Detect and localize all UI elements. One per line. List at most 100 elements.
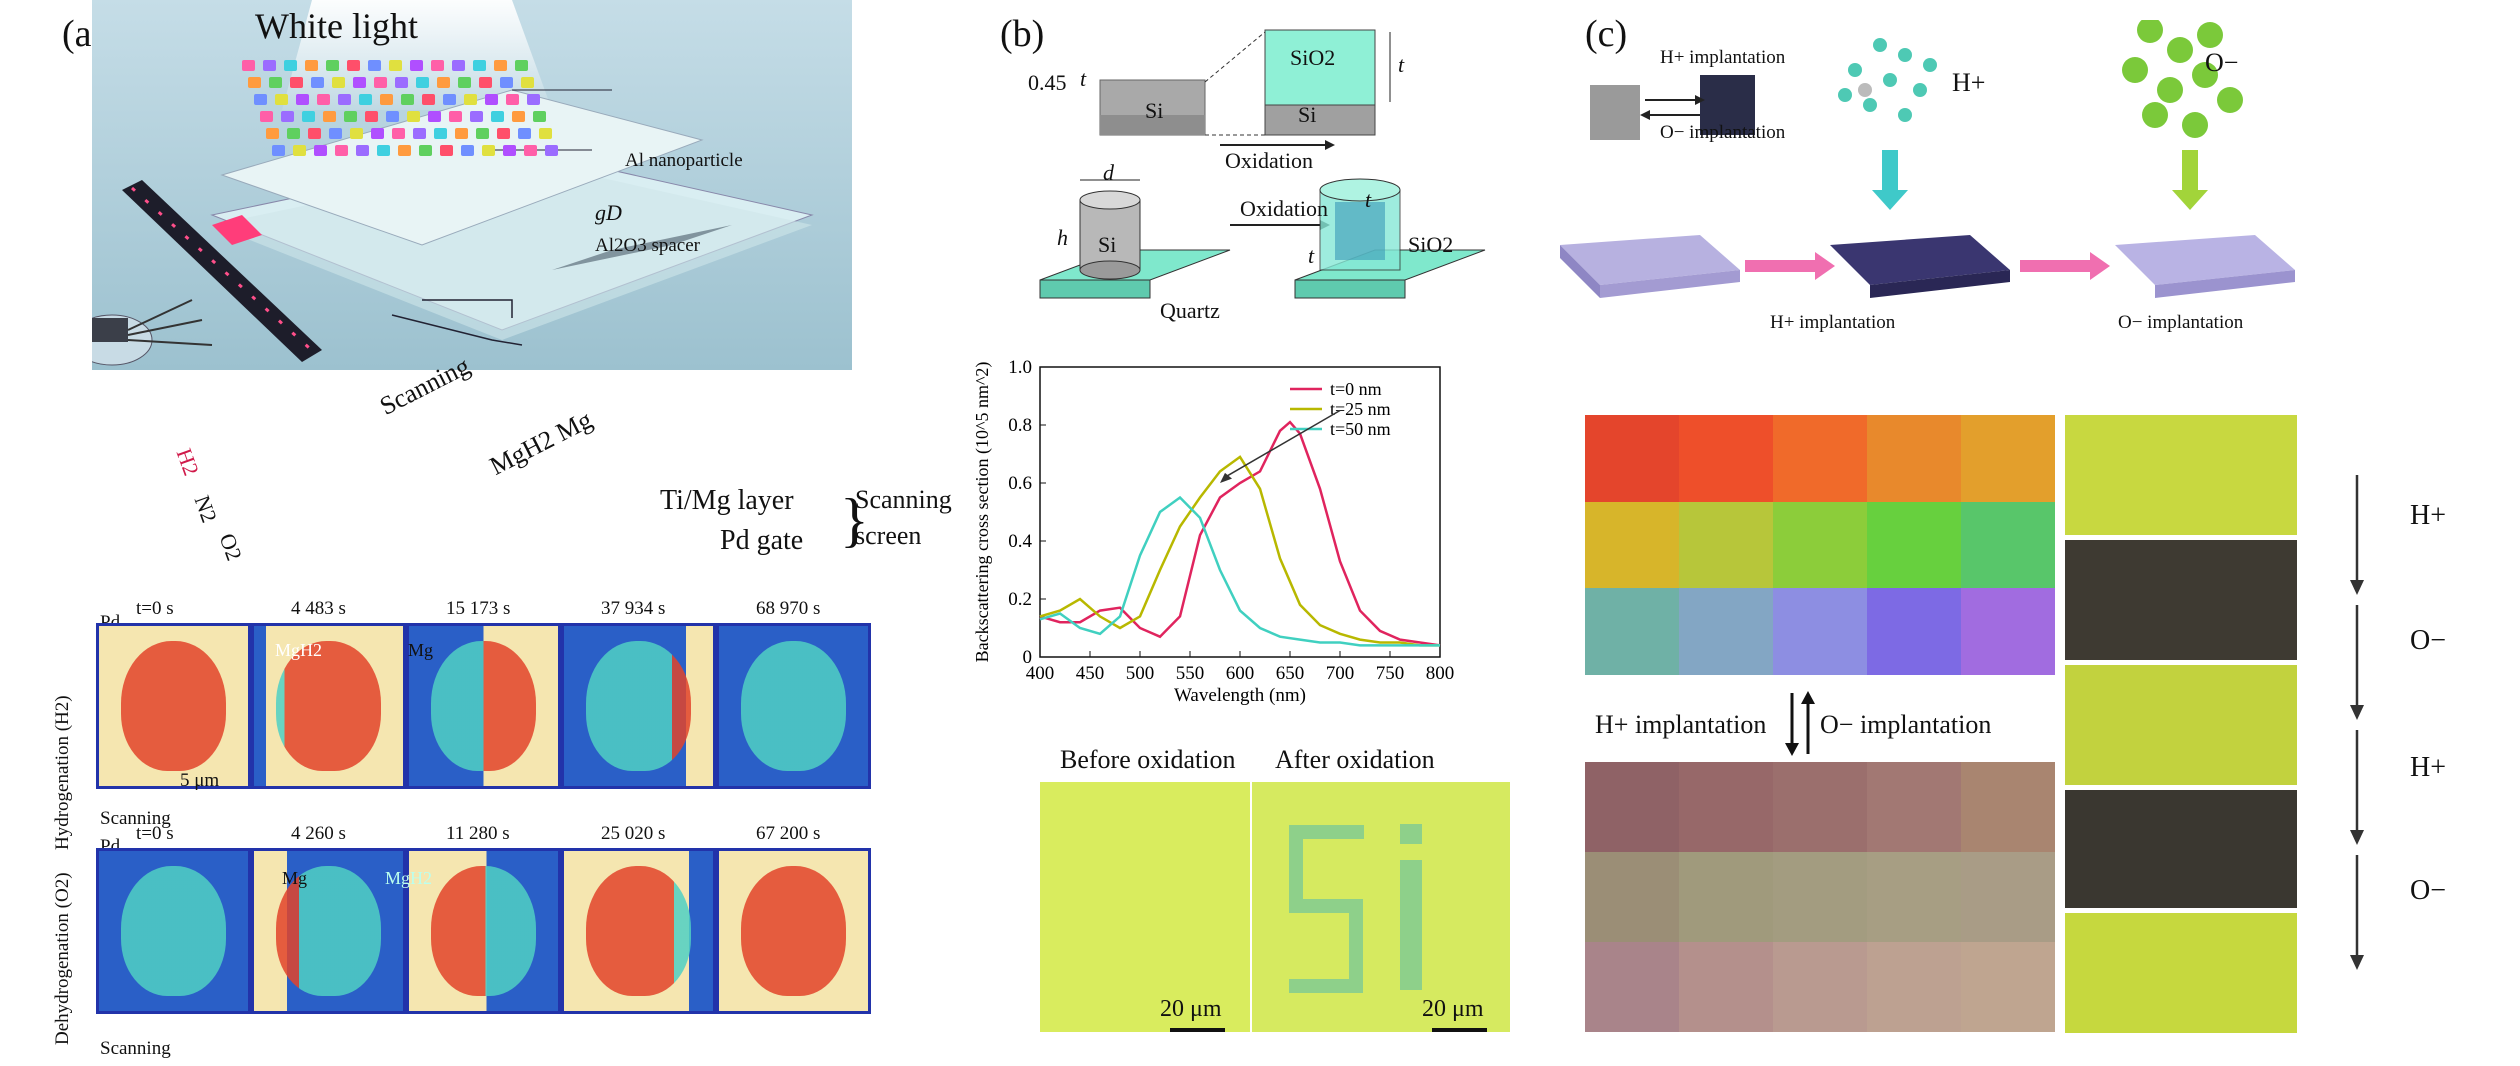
hydrogenation-frame-2 bbox=[406, 623, 561, 789]
mgh2-mg-label: MgH2 Mg bbox=[485, 404, 597, 481]
hydrogenation-time-0: t=0 s bbox=[136, 598, 174, 619]
hydrogenation-time-4: 68 970 s bbox=[756, 598, 821, 619]
panel-b-label: (b) bbox=[1000, 13, 1045, 55]
dehydrogenation-time-3: 25 020 s bbox=[601, 823, 666, 844]
legend-label-0: t=0 nm bbox=[1330, 379, 1382, 399]
top-si-left: Si bbox=[1145, 98, 1164, 123]
hyd-scale-label: 5 μm bbox=[180, 770, 220, 791]
nanoparticle bbox=[275, 94, 288, 105]
hydrogenation-side-label: Hydrogenation (H2) bbox=[52, 695, 73, 850]
state-image-3 bbox=[2065, 665, 2297, 785]
hyd-left-mark: MgH2 bbox=[275, 640, 323, 660]
nanoparticle bbox=[284, 60, 297, 71]
nanoparticle bbox=[419, 145, 432, 156]
nanoparticle bbox=[269, 77, 282, 88]
nanoparticle bbox=[521, 77, 534, 88]
nanoparticle bbox=[449, 111, 462, 122]
white-light-title: White light bbox=[255, 6, 418, 46]
color-cell bbox=[1773, 762, 1867, 852]
dehydrogenation-frame-1 bbox=[251, 848, 406, 1014]
dehyd-scanning-label: Scanning bbox=[100, 1038, 171, 1059]
top-t-right: t bbox=[1398, 52, 1405, 77]
legend-label-2: t=50 nm bbox=[1330, 419, 1391, 439]
scanning-screen-label-1: Scanning bbox=[855, 485, 952, 514]
color-cell bbox=[1679, 588, 1773, 675]
mask-pattern bbox=[276, 641, 381, 771]
x-tick-label: 400 bbox=[1026, 663, 1055, 684]
mask-pattern bbox=[741, 866, 846, 996]
nanoparticle bbox=[491, 111, 504, 122]
color-cell bbox=[1867, 415, 1961, 502]
o-ion-label: O− bbox=[2205, 48, 2239, 77]
color-cell bbox=[1961, 942, 2055, 1032]
color-cell bbox=[1773, 501, 1867, 589]
device-illustration bbox=[71, 0, 852, 370]
scale-bar-left bbox=[1170, 1028, 1225, 1032]
series-line-0 bbox=[1039, 420, 1441, 647]
nanoparticle bbox=[461, 145, 474, 156]
mid-t-left: t bbox=[1308, 243, 1315, 268]
nanoparticle bbox=[464, 94, 477, 105]
color-cell bbox=[1585, 588, 1679, 675]
nanoparticle bbox=[476, 128, 489, 139]
nanoparticle bbox=[539, 128, 552, 139]
mini-h-implantation: H+ implantation bbox=[1660, 47, 1786, 68]
legend-label-1: t=25 nm bbox=[1330, 399, 1391, 419]
nanoparticle bbox=[503, 145, 516, 156]
dehyd-right-mark: MgH2 bbox=[385, 868, 433, 888]
hydrogenation-frame-3 bbox=[561, 623, 716, 789]
step-2-label: O− bbox=[2410, 625, 2447, 656]
mini-o-implantation: O− implantation bbox=[1660, 122, 1786, 143]
nanoparticle bbox=[332, 77, 345, 88]
y-tick-label: 1.0 bbox=[1008, 357, 1032, 378]
step-4-label: O− bbox=[2410, 875, 2447, 906]
color-cell bbox=[1867, 588, 1961, 675]
dehydrogenation-time-1: 4 260 s bbox=[291, 823, 346, 844]
dehydrogenation-frame-4 bbox=[716, 848, 871, 1014]
x-tick-label: 650 bbox=[1276, 663, 1305, 684]
nanoparticle bbox=[338, 94, 351, 105]
nanoparticle bbox=[290, 77, 303, 88]
top-sio2: SiO2 bbox=[1290, 45, 1336, 70]
step-1-label: H+ bbox=[2410, 500, 2447, 531]
nanoparticle bbox=[434, 128, 447, 139]
mask-pattern bbox=[586, 866, 691, 996]
brace: } bbox=[840, 487, 869, 553]
x-tick-label: 750 bbox=[1376, 663, 1405, 684]
mid-si: Si bbox=[1098, 232, 1117, 257]
pd-gate-label: Pd gate bbox=[720, 525, 804, 556]
color-cell bbox=[1961, 415, 2055, 502]
trend-arrow-head bbox=[1220, 472, 1232, 483]
dehydrogenation-time-0: t=0 s bbox=[136, 823, 174, 844]
implantation-schematic bbox=[1560, 20, 2295, 298]
hydrogenation-frame-0 bbox=[96, 623, 251, 789]
dehydrogenation-time-4: 67 200 s bbox=[756, 823, 821, 844]
mask-pattern bbox=[741, 641, 846, 771]
mid-sio2: SiO2 bbox=[1408, 232, 1454, 257]
nanoparticle bbox=[401, 94, 414, 105]
y-tick-label: 0.6 bbox=[1008, 473, 1032, 494]
nanoparticle bbox=[326, 60, 339, 71]
y-tick-label: 0.8 bbox=[1008, 415, 1032, 436]
nanoparticle bbox=[524, 145, 537, 156]
nanoparticle bbox=[545, 145, 558, 156]
color-cell bbox=[1585, 852, 1679, 942]
mask-pattern bbox=[276, 866, 381, 996]
nanoparticle bbox=[518, 128, 531, 139]
nanoparticle bbox=[437, 77, 450, 88]
grid-h-implantation: H+ implantation bbox=[1595, 710, 1767, 739]
nanoparticle bbox=[359, 94, 372, 105]
nanoparticle bbox=[389, 60, 402, 71]
nanoparticle bbox=[302, 111, 315, 122]
hydrogenation-time-3: 37 934 s bbox=[601, 598, 666, 619]
y-tick-label: 0.4 bbox=[1008, 531, 1032, 552]
nanoparticle bbox=[500, 77, 513, 88]
top-t-left: t bbox=[1080, 66, 1087, 91]
mid-quartz: Quartz bbox=[1160, 298, 1220, 323]
nanoparticle bbox=[353, 77, 366, 88]
n2-gas-label: N2 bbox=[189, 492, 223, 526]
state-image-1 bbox=[2065, 415, 2297, 535]
scale-text-right: 20 μm bbox=[1422, 996, 1484, 1022]
panel-c-label: (c) bbox=[1585, 13, 1628, 55]
oxidation-schematic bbox=[1039, 29, 1486, 299]
